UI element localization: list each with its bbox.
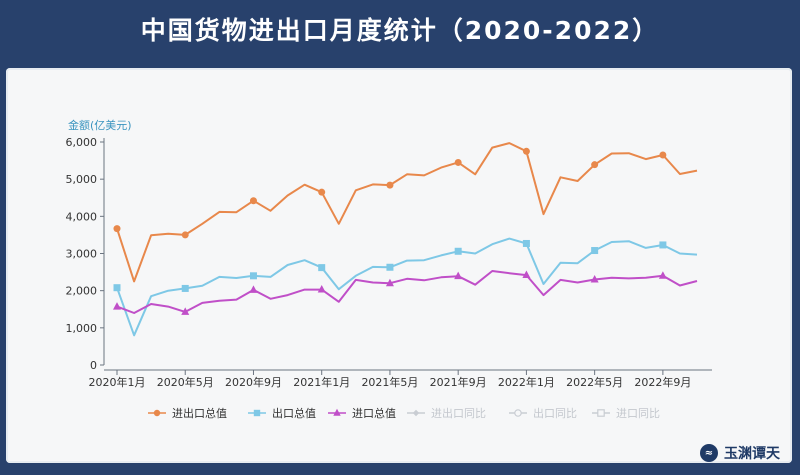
y-tick-label: 1,000 xyxy=(66,322,98,335)
legend-marker xyxy=(153,409,161,417)
legend-item: 进口总值 xyxy=(328,406,396,420)
legend-marker xyxy=(514,409,522,417)
data-point xyxy=(659,241,667,249)
data-point xyxy=(113,225,121,233)
data-point xyxy=(454,271,463,280)
legend-label: 进口总值 xyxy=(352,406,396,420)
data-point xyxy=(181,307,190,315)
y-tick-label: 0 xyxy=(90,359,97,372)
x-tick-label: 2021年5月 xyxy=(361,375,418,389)
data-point xyxy=(522,270,531,279)
legend-label: 出口总值 xyxy=(272,406,316,420)
data-point xyxy=(522,147,530,155)
y-tick-label: 6,000 xyxy=(66,136,98,149)
data-point xyxy=(181,231,189,239)
data-point xyxy=(386,181,394,189)
data-point xyxy=(658,271,667,279)
chart-axes: 0 1,000 2,000 3,000 4,000 5,000 6,000 2020年1月 20… xyxy=(66,136,712,389)
series-square xyxy=(113,237,698,337)
y-tick-label: 2,000 xyxy=(66,285,98,298)
y-tick-label: 3,000 xyxy=(66,248,98,261)
x-tick-label: 2022年9月 xyxy=(634,375,691,389)
x-tick-label: 2020年5月 xyxy=(157,375,214,389)
x-tick-label: 2020年9月 xyxy=(225,375,282,389)
legend-item: 出口同比 xyxy=(509,406,577,420)
chart-title: 中国货物进出口月度统计（2020-2022） xyxy=(140,16,660,45)
legend-marker xyxy=(253,409,261,417)
legend-item: 进出口同比 xyxy=(407,406,486,420)
y-tick-label: 5,000 xyxy=(66,173,98,186)
series-circle xyxy=(113,142,698,283)
data-point xyxy=(113,302,121,310)
wave-logo-icon: ≈ xyxy=(700,444,718,462)
x-tick-label: 2021年9月 xyxy=(430,375,487,389)
legend-marker xyxy=(412,409,420,417)
legend-label: 进口同比 xyxy=(616,407,660,420)
brand-text: 玉渊谭天 xyxy=(724,446,780,462)
legend-item: 出口总值 xyxy=(248,406,316,420)
data-point xyxy=(249,285,258,293)
legend-label: 进出口总值 xyxy=(172,406,227,420)
data-point xyxy=(454,247,462,255)
data-point xyxy=(317,285,326,293)
data-point xyxy=(386,263,394,271)
brand-watermark: ≈ 玉渊谭天 xyxy=(700,443,780,463)
data-point xyxy=(113,284,121,292)
legend-item: 进出口总值 xyxy=(148,406,227,420)
x-tick-label: 2022年1月 xyxy=(498,375,555,389)
legend-label: 出口同比 xyxy=(533,406,577,420)
y-tick-label: 4,000 xyxy=(66,210,98,223)
data-point xyxy=(318,188,326,196)
data-point xyxy=(181,284,189,292)
legend-marker xyxy=(333,408,341,416)
series-triangle xyxy=(113,270,698,315)
series-line xyxy=(116,237,698,337)
data-point xyxy=(318,264,326,272)
legend-item: 进口同比 xyxy=(592,407,660,420)
data-point xyxy=(522,239,530,247)
x-tick-label: 2020年1月 xyxy=(89,375,146,389)
data-point xyxy=(591,161,599,169)
x-tick-label: 2021年1月 xyxy=(293,375,350,389)
legend-label: 进出口同比 xyxy=(431,406,486,420)
data-point xyxy=(659,151,667,159)
data-point xyxy=(591,247,599,255)
legend-marker xyxy=(597,409,605,417)
y-axis-label: 金额(亿美元) xyxy=(68,119,132,132)
data-point xyxy=(590,275,599,283)
chart-legend: 进出口总值 出口总值 进口总值 进出口同比 出口同比 进口同比 xyxy=(148,406,660,420)
series-line xyxy=(116,270,698,314)
data-point xyxy=(385,278,394,287)
data-point xyxy=(249,197,257,205)
series-line xyxy=(116,142,698,283)
data-point xyxy=(454,158,462,166)
series-layer xyxy=(113,142,698,337)
data-point xyxy=(249,272,257,280)
chart-panel xyxy=(6,68,792,463)
x-tick-label: 2022年5月 xyxy=(566,375,623,389)
